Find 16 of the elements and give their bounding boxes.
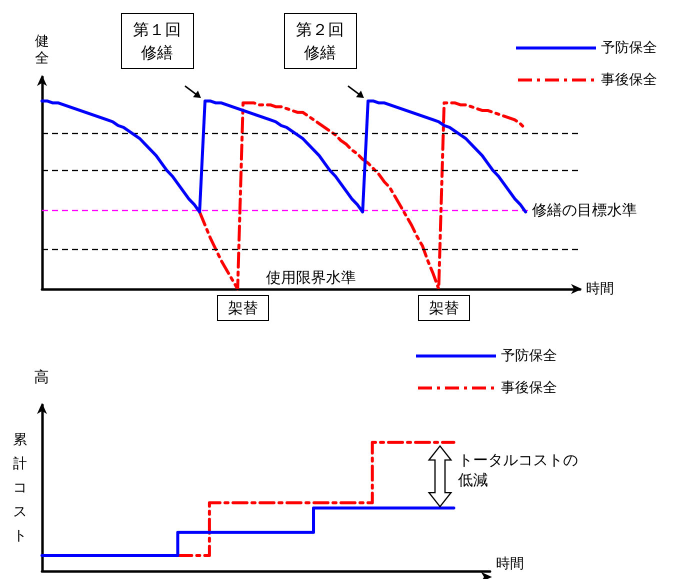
text: 第１回修繕 — [120, 13, 194, 70]
x-axis-title: 時間 — [496, 556, 524, 572]
text: 高 — [34, 367, 49, 387]
legend-label: 事後保全 — [601, 72, 657, 88]
legend-label: 予防保全 — [601, 40, 657, 56]
text: 架替 — [418, 295, 470, 321]
ref-line-label: 使用限界水準 — [266, 268, 356, 286]
text: 架替 — [217, 295, 270, 321]
legend-label: 事後保全 — [501, 380, 557, 396]
text: 第２回修繕 — [284, 13, 357, 70]
y-axis-title: 累計コスト — [13, 432, 27, 544]
annotation: トータルコストの低減 — [458, 450, 580, 490]
x-axis-title: 時間 — [586, 281, 614, 297]
y-axis-title: 健全 — [35, 34, 49, 66]
legend-label: 予防保全 — [501, 348, 557, 364]
ref-line-label: 修繕の目標水準 — [532, 201, 637, 220]
